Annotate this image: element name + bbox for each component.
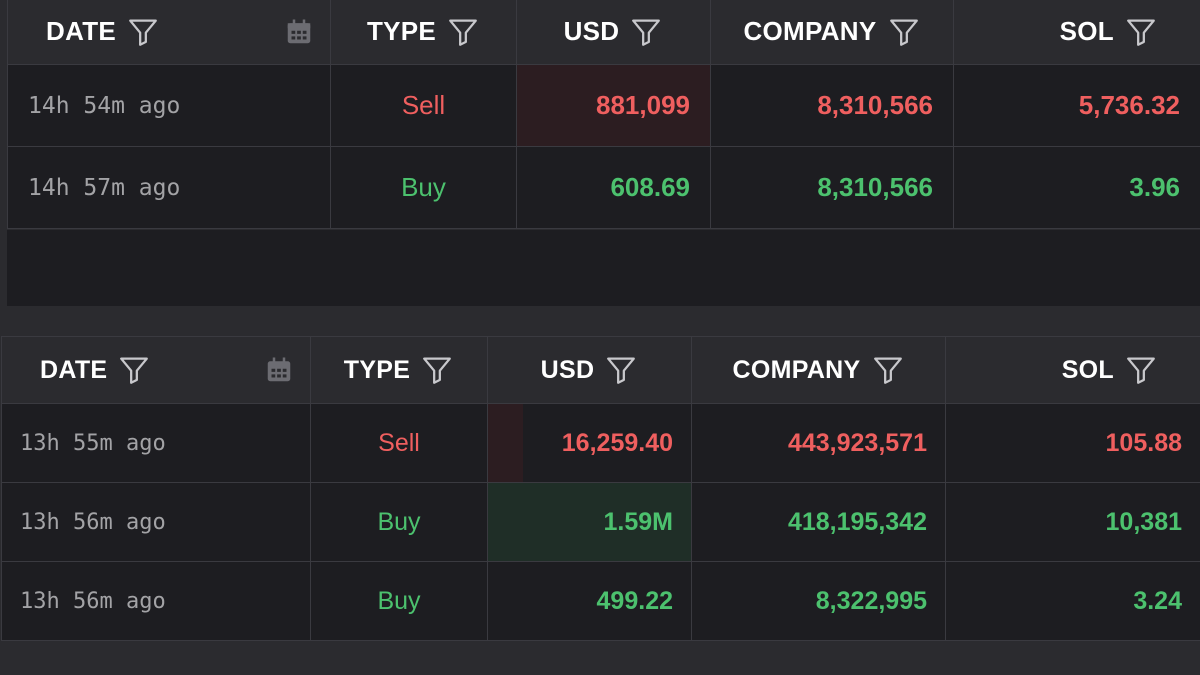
filter-icon[interactable] (126, 15, 160, 49)
type-cell: Sell (378, 428, 420, 457)
company-cell: 8,310,566 (817, 90, 933, 120)
type-cell: Buy (377, 507, 421, 536)
sol-cell: 3.24 (1133, 586, 1182, 615)
column-header-date: DATE (1, 336, 311, 404)
filter-icon[interactable] (117, 353, 151, 387)
date-cell: 14h 57m ago (28, 174, 181, 201)
column-header-company: COMPANY (691, 336, 946, 404)
filter-icon[interactable] (871, 353, 905, 387)
column-header-usd: USD (516, 0, 711, 65)
type-header-label: TYPE (366, 16, 437, 46)
usd-cell: 1.59M (603, 507, 673, 536)
column-header-type: TYPE (310, 336, 488, 404)
company-cell: 418,195,342 (787, 507, 927, 536)
trades-panel-top: DATE TYPE USD (0, 0, 1200, 306)
filter-icon[interactable] (1124, 15, 1158, 49)
date-cell: 13h 56m ago (20, 509, 166, 535)
type-cell: Buy (401, 172, 446, 202)
sol-cell: 10,381 (1105, 507, 1182, 536)
filter-icon[interactable] (446, 15, 480, 49)
table-row[interactable]: 14h 57m ago Buy 608.69 8,310,566 3.96 (7, 146, 1200, 229)
filter-icon[interactable] (1124, 353, 1158, 387)
column-header-company: COMPANY (710, 0, 954, 65)
date-header-label: DATE (40, 355, 108, 384)
trades-table-top: DATE TYPE USD (7, 0, 1200, 229)
table-header-row: DATE TYPE USD COMPA (1, 336, 1200, 404)
table-empty-area (7, 230, 1200, 306)
sol-header-label: SOL (1059, 16, 1114, 46)
company-header-label: COMPANY (743, 16, 877, 46)
usd-volume-bar (517, 65, 710, 146)
table-row[interactable]: 13h 56m ago Buy 499.22 8,322,995 3.24 (1, 561, 1200, 641)
company-header-label: COMPANY (732, 355, 861, 384)
table-row[interactable]: 14h 54m ago Sell 881,099 8,310,566 5,736… (7, 64, 1200, 147)
date-header-label: DATE (46, 16, 117, 46)
column-header-sol: SOL (945, 336, 1200, 404)
table-row[interactable]: 13h 55m ago Sell 16,259.40 443,923,571 1… (1, 403, 1200, 483)
sol-cell: 3.96 (1129, 172, 1180, 202)
calendar-icon[interactable] (284, 17, 314, 47)
sol-cell: 5,736.32 (1078, 90, 1180, 120)
type-cell: Sell (401, 90, 446, 120)
calendar-icon[interactable] (264, 355, 294, 385)
usd-cell: 16,259.40 (561, 428, 673, 457)
column-header-date: DATE (7, 0, 331, 65)
date-cell: 13h 55m ago (20, 430, 166, 456)
company-cell: 443,923,571 (787, 428, 927, 457)
column-header-usd: USD (487, 336, 692, 404)
table-row[interactable]: 13h 56m ago Buy 1.59M 418,195,342 10,381 (1, 482, 1200, 562)
filter-icon[interactable] (420, 353, 454, 387)
table-header-row: DATE TYPE USD (7, 0, 1200, 65)
filter-icon[interactable] (887, 15, 921, 49)
usd-cell: 499.22 (596, 586, 673, 615)
column-header-type: TYPE (330, 0, 517, 65)
type-header-label: TYPE (343, 355, 411, 384)
trades-table-bottom: DATE TYPE USD COMPA (1, 336, 1200, 641)
usd-header-label: USD (540, 355, 595, 384)
company-cell: 8,310,566 (817, 172, 933, 202)
filter-icon[interactable] (629, 15, 663, 49)
usd-header-label: USD (563, 16, 620, 46)
filter-icon[interactable] (604, 353, 638, 387)
usd-volume-bar (488, 483, 691, 561)
company-cell: 8,322,995 (815, 586, 927, 615)
column-header-sol: SOL (953, 0, 1200, 65)
sol-cell: 105.88 (1105, 428, 1182, 457)
sol-header-label: SOL (1061, 355, 1114, 384)
usd-cell: 608.69 (610, 172, 690, 202)
date-cell: 14h 54m ago (28, 92, 181, 119)
usd-volume-bar (488, 404, 523, 482)
type-cell: Buy (377, 586, 421, 615)
usd-cell: 881,099 (596, 90, 690, 120)
date-cell: 13h 56m ago (20, 588, 166, 614)
